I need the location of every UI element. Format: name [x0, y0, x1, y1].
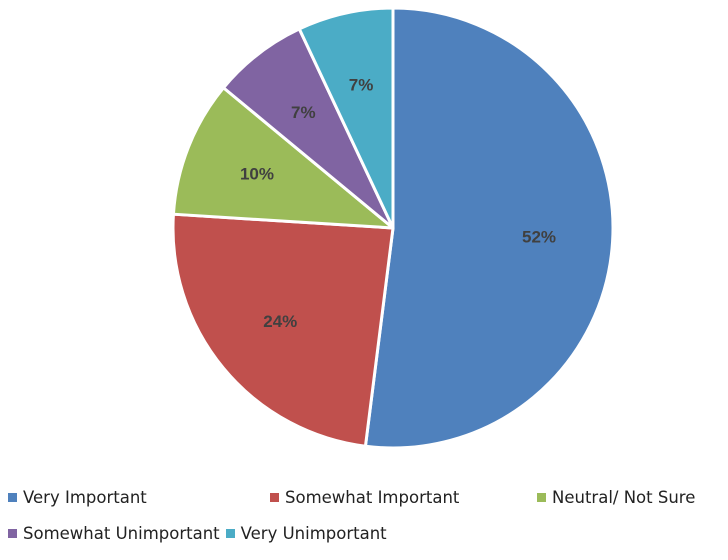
legend-item-1: Somewhat Important: [270, 486, 537, 508]
data-label-1: 24%: [263, 312, 297, 331]
legend-label: Somewhat Important: [285, 487, 460, 507]
data-label-2: 10%: [240, 165, 274, 184]
legend-item-4: Very Unimportant: [225, 522, 387, 544]
legend-swatch: [225, 528, 235, 538]
legend-swatch: [270, 492, 279, 502]
legend-label: Very Unimportant: [240, 523, 387, 543]
legend-swatch: [8, 492, 17, 502]
pie-data-labels: 52% 24% 10% 7% 7%: [240, 76, 556, 331]
pie-slice-1: [171, 212, 395, 448]
legend-label: Neutral/ Not Sure: [552, 487, 696, 507]
legend-swatch: [537, 492, 546, 502]
legend-label: Somewhat Unimportant: [23, 523, 220, 543]
legend: Very Important Somewhat Important Neutral/…: [8, 486, 728, 544]
data-label-4: 7%: [349, 76, 374, 95]
legend-swatch: [8, 528, 17, 538]
pie-slice-4: [297, 6, 395, 230]
pie-slices: [171, 6, 615, 450]
legend-item-0: Very Important: [8, 486, 270, 508]
legend-item-3: Somewhat Unimportant: [8, 522, 220, 544]
legend-label: Very Important: [23, 487, 147, 507]
pie-slice-2: [171, 86, 395, 230]
legend-item-2: Neutral/ Not Sure: [537, 486, 722, 508]
pie-slice-0: [363, 6, 615, 450]
pie-chart: 52% 24% 10% 7% 7%: [171, 6, 615, 450]
data-label-0: 52%: [522, 228, 556, 247]
data-label-3: 7%: [291, 103, 316, 122]
